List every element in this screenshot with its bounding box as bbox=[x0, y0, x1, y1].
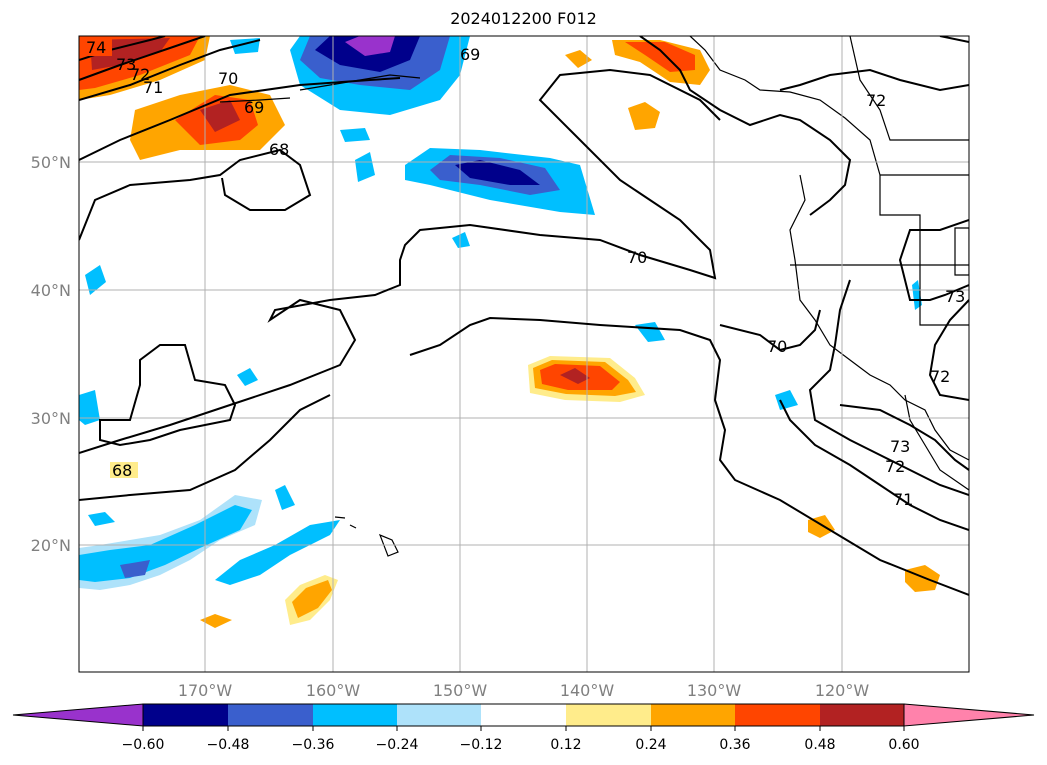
lon-label: 170°W bbox=[178, 681, 233, 700]
lat-label: 30°N bbox=[31, 409, 71, 428]
warm-anomaly-south bbox=[200, 515, 940, 628]
lon-label: 120°W bbox=[815, 681, 870, 700]
map-title: 2024012200 F012 bbox=[450, 9, 597, 28]
contour-label: 69 bbox=[244, 98, 264, 117]
colorbar-tick-label: 0.48 bbox=[804, 737, 835, 753]
contour-labels: 74 73 72 71 70 69 69 68 72 70 70 73 72 6… bbox=[86, 38, 965, 509]
cold-anomaly-sw bbox=[79, 495, 340, 590]
colorbar-segment bbox=[820, 704, 904, 726]
contour-label: 73 bbox=[116, 55, 136, 74]
colorbar-segment bbox=[735, 704, 820, 726]
colorbar-tick-label: −0.60 bbox=[122, 737, 165, 753]
colorbar-extend-high bbox=[903, 703, 1035, 727]
map-frame bbox=[78, 35, 970, 673]
map-panel: 74 73 72 71 70 69 69 68 72 70 70 73 72 6… bbox=[79, 36, 969, 672]
colorbar-extend-low bbox=[12, 703, 144, 727]
colorbar-tick-label: 0.12 bbox=[550, 737, 581, 753]
colorbar-segment bbox=[397, 704, 481, 726]
height-contours bbox=[79, 36, 969, 596]
lat-label: 40°N bbox=[31, 281, 71, 300]
colorbar-segment bbox=[566, 704, 651, 726]
colorbar-segment bbox=[313, 704, 397, 726]
contour-label: 70 bbox=[218, 69, 238, 88]
colorbar-tick-label: −0.36 bbox=[292, 737, 335, 753]
contour-label: 72 bbox=[866, 91, 886, 110]
contour-label: 68 bbox=[269, 140, 289, 159]
colorbar-segment bbox=[143, 704, 228, 726]
contour-label: 72 bbox=[130, 65, 150, 84]
colorbar-segment bbox=[228, 704, 313, 726]
contour-label: 71 bbox=[893, 490, 913, 509]
contour-label: 70 bbox=[767, 337, 787, 356]
contour-label: 74 bbox=[86, 38, 106, 57]
colorbar: −0.60 −0.48 −0.36 −0.24 −0.12 0.12 0.24 0.36 0.4… bbox=[12, 703, 1035, 753]
contour-label: 71 bbox=[143, 78, 163, 97]
warm-anomaly-coast bbox=[565, 40, 710, 130]
colorbar-tick-label: 0.24 bbox=[635, 737, 666, 753]
gridlines bbox=[79, 36, 969, 672]
contour-label: 70 bbox=[627, 248, 647, 267]
colorbar-tick-label: −0.24 bbox=[376, 737, 419, 753]
lon-label: 150°W bbox=[433, 681, 488, 700]
latitude-labels: 50°N 40°N 30°N 20°N bbox=[31, 153, 71, 555]
lon-label: 140°W bbox=[560, 681, 615, 700]
colorbar-segment bbox=[651, 704, 735, 726]
longitude-labels: 170°W 160°W 150°W 140°W 130°W 120°W bbox=[178, 681, 870, 700]
colorbar-tick-label: −0.48 bbox=[207, 737, 250, 753]
contour-label: 72 bbox=[885, 457, 905, 476]
colorbar-tick-label: 0.36 bbox=[719, 737, 750, 753]
colorbar-tick-label: −0.12 bbox=[460, 737, 503, 753]
contour-label: 69 bbox=[460, 45, 480, 64]
colorbar-segment bbox=[481, 704, 566, 726]
lon-label: 160°W bbox=[306, 681, 361, 700]
cold-anomaly-central bbox=[405, 148, 595, 215]
colorbar-tick-label: 0.60 bbox=[888, 737, 919, 753]
cold-anomaly-north bbox=[290, 36, 470, 115]
contour-label: 73 bbox=[945, 287, 965, 306]
contour-label: 72 bbox=[930, 367, 950, 386]
colorbar-frame bbox=[142, 703, 905, 727]
contour-label: 68 bbox=[112, 461, 132, 480]
lat-label: 20°N bbox=[31, 536, 71, 555]
contour-label: 73 bbox=[890, 437, 910, 456]
lat-label: 50°N bbox=[31, 153, 71, 172]
lon-label: 130°W bbox=[687, 681, 742, 700]
